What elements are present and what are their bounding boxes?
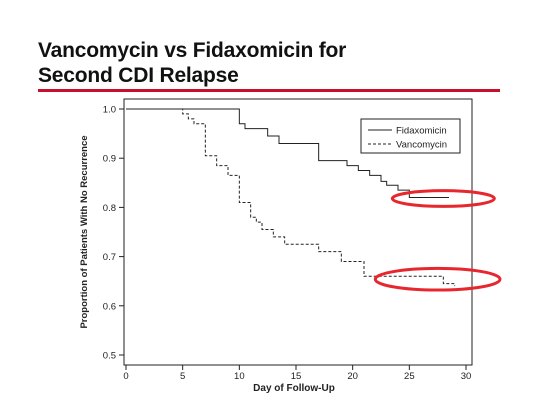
x-tick-label: 5	[180, 371, 185, 382]
legend-box	[360, 118, 461, 154]
y-axis: 0.5 0.6 0.7 0.8 0.9 1.0	[103, 105, 124, 362]
x-axis: 0 5 10 15 20 25 30	[123, 365, 471, 382]
slide-title-line-2: Second CDI Relapse	[38, 64, 239, 87]
x-tick-label: 25	[404, 371, 415, 382]
y-tick-label: 0.7	[103, 252, 116, 263]
slide-title: Vancomycin vs Fidaxomicin for Second CDI…	[38, 38, 508, 88]
highlight-ellipse	[390, 189, 496, 208]
legend-label-vancomycin: Vancomycin	[396, 140, 447, 151]
y-tick-label: 1.0	[103, 105, 116, 116]
x-axis-title: Day of Follow-Up	[253, 383, 335, 394]
legend: Fidaxomicin Vancomycin	[360, 118, 461, 154]
series-line-fidaxomicin	[126, 108, 449, 199]
x-tick-label: 20	[347, 371, 358, 382]
plot-frame	[123, 98, 473, 366]
slide-title-line-1: Vancomycin vs Fidaxomicin for	[38, 39, 347, 62]
series-line-vancomycin	[126, 108, 456, 287]
legend-label-fidaxomicin: Fidaxomicin	[396, 126, 447, 137]
y-tick-label: 0.9	[103, 154, 116, 165]
x-tick-label: 10	[234, 371, 245, 382]
highlight-layer	[373, 189, 502, 292]
x-tick-label: 15	[291, 371, 302, 382]
y-tick-label: 0.6	[103, 301, 116, 312]
y-tick-label: 0.8	[103, 203, 116, 214]
y-axis-title: Proportion of Patients With No Recurrenc…	[79, 135, 90, 328]
title-underline	[38, 89, 500, 92]
y-tick-label: 0.5	[103, 351, 116, 362]
x-tick-label: 0	[123, 371, 128, 382]
x-tick-label: 30	[461, 371, 472, 382]
highlight-ellipse	[373, 266, 502, 292]
series-layer	[126, 108, 456, 287]
